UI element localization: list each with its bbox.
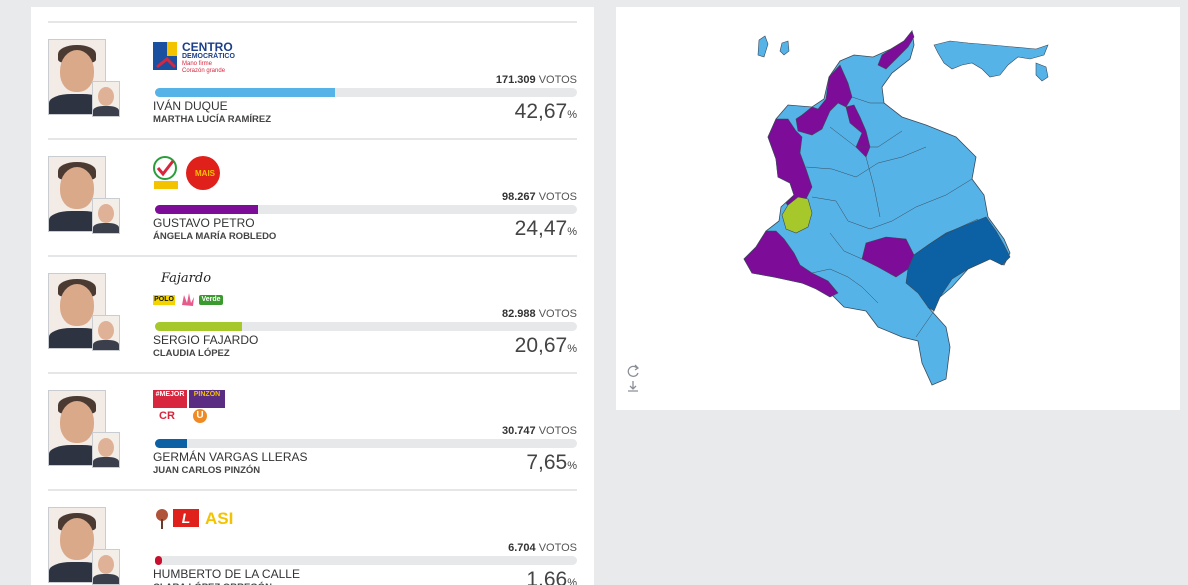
candidate-name: SERGIO FAJARDO [153,333,259,347]
party-logos: #MEJOR PINZÓN CR U [153,390,293,430]
vice-portrait [92,432,120,468]
party-logos: L ASI [153,507,293,547]
map-region-petro-guajira [877,30,915,70]
centro-democratico-logo [153,42,177,70]
vote-bar [155,439,577,448]
results-panel: CENTRO DEMOCRÁTICO Mano firme Corazón gr… [31,7,594,585]
candidate-photo [48,390,120,468]
map-region-petro-north [795,64,853,136]
candidate-row: MAIS 98.267 VOTOS GUSTAVO PETRO ÁNGELA M… [48,138,577,256]
logo-text: CR [159,410,175,422]
map-borders [805,96,979,338]
candidate-row: Fajardo POLO Verde 82.988 VOTOS SERGIO F… [48,255,577,373]
vote-count: 82.988 VOTOS [501,308,577,320]
vote-count: 171.309 VOTOS [495,74,577,86]
vice-portrait [92,315,120,351]
vote-bar-fill [155,322,243,331]
vote-bar-fill [155,205,259,214]
candidate-photo [48,507,120,585]
party-logos: Fajardo POLO Verde [153,271,293,313]
vote-bar-fill [155,88,336,97]
vice-name: MARTHA LUCÍA RAMÍREZ [153,114,272,125]
vote-percent: 1,66% [526,568,577,585]
map-region-fajardo [781,196,813,234]
map-region-base [743,30,1011,386]
vote-percent: 42,67% [514,100,577,123]
vote-bar [155,322,577,331]
candidate-photo [48,39,120,117]
candidate-name: GUSTAVO PETRO [153,216,255,230]
party-logos: MAIS [153,156,293,196]
vice-portrait [92,198,120,234]
logo-text: Verde [199,295,223,305]
vice-name: CLARA LÓPEZ OBREGÓN [153,582,272,585]
candidate-photo [48,156,120,234]
logo-text: PINZÓN [189,390,225,408]
candidate-row: #MEJOR PINZÓN CR U 30.747 VOTOS GERMÁN V… [48,372,577,490]
map-island-sanandres [757,35,769,58]
logo-text: #MEJOR [153,390,187,408]
map-island-providencia [779,40,790,56]
logo-text: Mano firme [182,61,213,67]
vote-percent: 24,47% [514,217,577,240]
vice-name: ÁNGELA MARÍA ROBLEDO [153,231,277,242]
vice-name: JUAN CARLOS PINZÓN [153,465,261,476]
candidate-photo [48,273,120,351]
refresh-icon[interactable] [627,364,640,377]
logo-text: L [173,509,199,527]
map-world-fragment2 [1035,62,1049,82]
map-panel [616,7,1180,410]
candidate-row: L ASI 6.704 VOTOS HUMBERTO DE LA CALLE C… [48,489,577,585]
vote-count: 98.267 VOTOS [501,191,577,203]
vote-count: 30.747 VOTOS [501,425,577,437]
vote-bar-fill [155,556,162,565]
logo-text: MAIS [195,169,215,178]
map-region-petro-pacific [743,230,839,298]
vote-bar [155,88,577,97]
vote-percent: 20,67% [514,334,577,357]
logo-text: Corazón grande [182,68,226,74]
petro-party-logos [153,156,220,190]
vice-portrait [92,81,120,117]
vote-bar [155,556,577,565]
download-icon[interactable] [628,381,638,392]
vote-count: 6.704 VOTOS [508,542,577,554]
candidate-name: IVÁN DUQUE [153,99,228,113]
colombia-map[interactable] [616,7,1180,410]
candidate-name: GERMÁN VARGAS LLERAS [153,450,308,464]
vote-bar-fill [155,439,188,448]
logo-text: ASI [205,509,234,528]
map-region-vargas [905,216,1011,312]
hand-logo [182,293,194,306]
logo-text: U [193,409,207,423]
rose-logo [156,509,168,529]
party-logos: CENTRO DEMOCRÁTICO Mano firme Corazón gr… [153,39,293,79]
candidate-row: CENTRO DEMOCRÁTICO Mano firme Corazón gr… [48,21,577,139]
vice-portrait [92,549,120,585]
vote-bar [155,205,577,214]
map-region-petro-north2 [845,104,871,158]
candidate-name: HUMBERTO DE LA CALLE [153,567,300,581]
vice-name: CLAUDIA LÓPEZ [153,348,230,359]
logo-text: CENTRO [182,40,233,54]
logo-text: POLO [153,295,175,305]
logo-text: Fajardo [161,271,212,286]
vote-percent: 7,65% [526,451,577,474]
candidate-portrait [48,39,106,115]
logo-text: DEMOCRÁTICO [182,53,235,60]
map-world-fragment [933,40,1049,78]
